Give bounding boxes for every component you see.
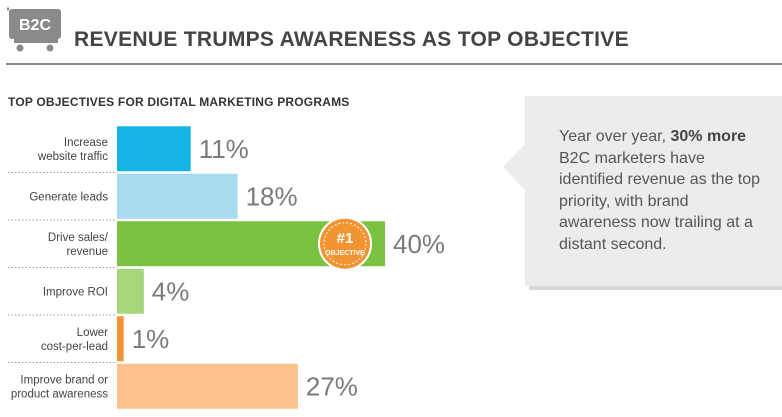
bar [117,316,124,362]
bar [117,173,238,219]
callout-text-after: B2C marketers have identified revenue as… [559,149,761,253]
category-label: Improve brand or [20,374,108,386]
value-label: 18% [246,181,298,211]
badge-ring [323,222,367,266]
category-label: cost-per-lead [41,341,108,353]
value-label: 27% [306,371,358,401]
header: B2C REVENUE TRUMPS AWARENESS AS TOP OBJE… [0,0,782,66]
callout-text: Year over year, 30% more B2C marketers h… [559,126,764,255]
objective-badge: #1 OBJECTIVE [318,216,372,271]
value-label: 40% [393,229,445,259]
category-label: Drive sales/ [48,232,109,244]
objectives-bar-chart: Increase website traffic Generate leads Dri… [8,126,445,409]
callout-pointer [503,143,526,191]
bar [117,126,191,172]
shopping-cart-icon: B2C [7,7,61,52]
callout-box [525,96,782,286]
callout-highlight: 30% more [670,128,747,145]
row-separators [8,172,117,363]
category-labels: Increase website traffic Generate leads Dri… [11,137,109,401]
badge-circle [318,216,372,271]
badge-label: B2C [19,17,51,34]
page-title: REVENUE TRUMPS AWARENESS AS TOP OBJECTIV… [74,28,629,51]
bar [117,363,298,409]
category-label: Increase [64,137,108,149]
callout-shadow [529,286,782,290]
bar [117,268,144,314]
category-label: Lower [77,327,108,339]
header-divider [6,63,782,65]
callout-text-before: Year over year, [559,128,671,145]
badge-rank: #1 [337,230,354,247]
category-label: product awareness [11,388,108,400]
category-label: Generate leads [29,191,108,203]
value-label: 11% [199,134,249,164]
category-label: revenue [66,246,108,258]
value-label: 4% [152,276,190,306]
value-labels: 11% 18% 40% 4% 1% 27% [132,134,445,402]
badge-caption: OBJECTIVE [325,250,365,257]
category-label: website traffic [37,151,108,163]
category-label: Improve ROI [43,286,108,298]
value-label: 1% [132,324,170,354]
chart-title: TOP OBJECTIVES FOR DIGITAL MARKETING PRO… [8,95,350,109]
callout: Year over year, 30% more B2C marketers h… [503,96,782,296]
